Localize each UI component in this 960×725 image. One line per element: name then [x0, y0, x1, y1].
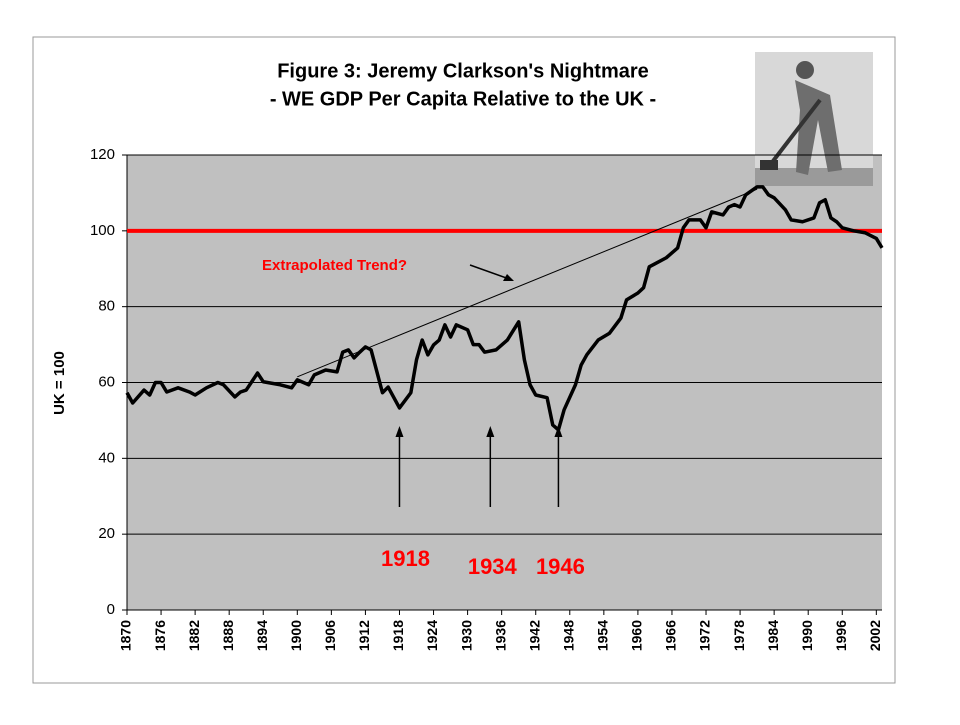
y-axis-label: UK = 100 — [51, 351, 68, 415]
x-tick-label: 1954 — [595, 620, 611, 651]
annotation-arrowhead — [395, 426, 404, 437]
x-tick-label: 1996 — [833, 620, 849, 651]
y-tick-label: 60 — [98, 373, 115, 390]
x-tick-label: 1870 — [118, 620, 134, 651]
x-tick-label: 1888 — [220, 620, 236, 651]
annotation-arrowhead — [554, 426, 563, 437]
annotation-arrowhead — [486, 426, 495, 437]
y-tick-label: 100 — [90, 222, 115, 239]
x-tick-label: 1924 — [424, 620, 440, 651]
annotation-label: 1934 — [468, 554, 518, 579]
x-tick-label: 1876 — [152, 620, 168, 651]
x-tick-label: 1948 — [560, 620, 576, 651]
trend-label: Extrapolated Trend? — [262, 257, 407, 274]
y-tick-label: 20 — [98, 525, 115, 542]
y-tick-label: 0 — [107, 601, 115, 618]
x-tick-label: 1960 — [629, 620, 645, 651]
annotation-label: 1946 — [536, 554, 585, 579]
chart-subtitle: - WE GDP Per Capita Relative to the UK - — [270, 88, 656, 110]
x-tick-label: 1966 — [663, 620, 679, 651]
x-tick-label: 1930 — [458, 620, 474, 651]
x-tick-label: 1918 — [390, 620, 406, 651]
x-tick-label: 2002 — [867, 620, 883, 651]
y-tick-label: 120 — [90, 146, 115, 163]
x-tick-label: 1894 — [254, 620, 270, 651]
annotation-label: 1918 — [381, 546, 430, 571]
y-tick-label: 80 — [98, 298, 115, 315]
x-tick-label: 1990 — [799, 620, 815, 651]
x-tick-label: 1912 — [356, 620, 372, 651]
x-tick-label: 1972 — [697, 620, 713, 651]
y-tick-label: 40 — [98, 449, 115, 466]
x-tick-label: 1984 — [765, 620, 781, 651]
x-tick-label: 1936 — [492, 620, 508, 651]
photo — [755, 52, 873, 186]
chart-title: Figure 3: Jeremy Clarkson's Nightmare — [277, 60, 649, 82]
x-tick-label: 1942 — [526, 620, 542, 651]
trend-pointer-head — [503, 274, 514, 281]
trend-line — [297, 188, 758, 378]
data-line — [125, 185, 884, 432]
x-tick-label: 1978 — [731, 620, 747, 651]
x-tick-label: 1882 — [186, 620, 202, 651]
x-tick-label: 1900 — [288, 620, 304, 651]
x-tick-label: 1906 — [322, 620, 338, 651]
